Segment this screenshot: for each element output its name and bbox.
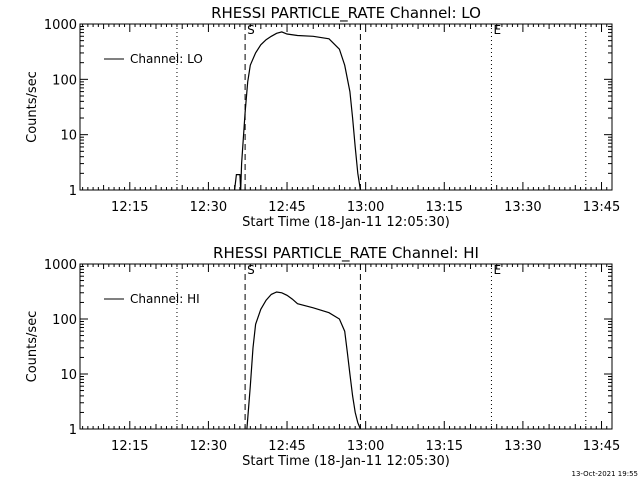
plot-frame xyxy=(79,263,613,430)
legend-label: Channel: HI xyxy=(130,292,200,306)
y-tick-label: 1000 xyxy=(44,258,77,273)
x-tick-label: 13:15 xyxy=(426,439,463,454)
x-tick-label: 13:00 xyxy=(347,200,384,215)
x-tick-label: 12:45 xyxy=(268,200,305,215)
x-tick-label: 13:00 xyxy=(347,439,384,454)
series-line xyxy=(246,291,361,430)
x-tick-label: 13:45 xyxy=(583,439,620,454)
x-tick-label: 12:30 xyxy=(190,200,227,215)
plot-frame xyxy=(79,23,613,191)
legend-label: Channel: LO xyxy=(130,52,203,66)
x-tick-label: 12:30 xyxy=(190,439,227,454)
y-tick-label: 1000 xyxy=(44,18,77,33)
x-tick-label: 13:15 xyxy=(426,200,463,215)
y-tick-label: 10 xyxy=(60,368,77,383)
timestamp-stamp: 13-Oct-2021 19:55 xyxy=(571,470,638,478)
time-marker-label: E xyxy=(493,23,501,37)
x-tick-label: 12:15 xyxy=(111,439,148,454)
y-axis-label: Counts/sec xyxy=(25,71,40,143)
y-tick-label: 100 xyxy=(52,313,77,328)
y-axis-label: Counts/sec xyxy=(25,311,40,383)
time-marker-label: S xyxy=(247,23,255,37)
time-marker-label: E xyxy=(493,263,501,277)
x-axis-label: Start Time (18-Jan-11 12:05:30) xyxy=(242,215,450,230)
chart-title: RHESSI PARTICLE_RATE Channel: LO xyxy=(211,4,481,23)
y-tick-label: 10 xyxy=(60,129,77,144)
x-tick-label: 12:15 xyxy=(111,200,148,215)
y-tick-label: 1 xyxy=(69,184,77,199)
x-tick-label: 13:45 xyxy=(583,200,620,215)
x-tick-label: 12:45 xyxy=(268,439,305,454)
time-marker-label: S xyxy=(247,263,255,277)
x-tick-label: 13:30 xyxy=(504,439,541,454)
y-tick-label: 1 xyxy=(69,423,77,438)
chart-title: RHESSI PARTICLE_RATE Channel: HI xyxy=(213,244,479,263)
y-tick-label: 100 xyxy=(52,73,77,88)
series-line xyxy=(234,31,361,191)
x-tick-label: 13:30 xyxy=(504,200,541,215)
x-axis-label: Start Time (18-Jan-11 12:05:30) xyxy=(242,454,450,469)
